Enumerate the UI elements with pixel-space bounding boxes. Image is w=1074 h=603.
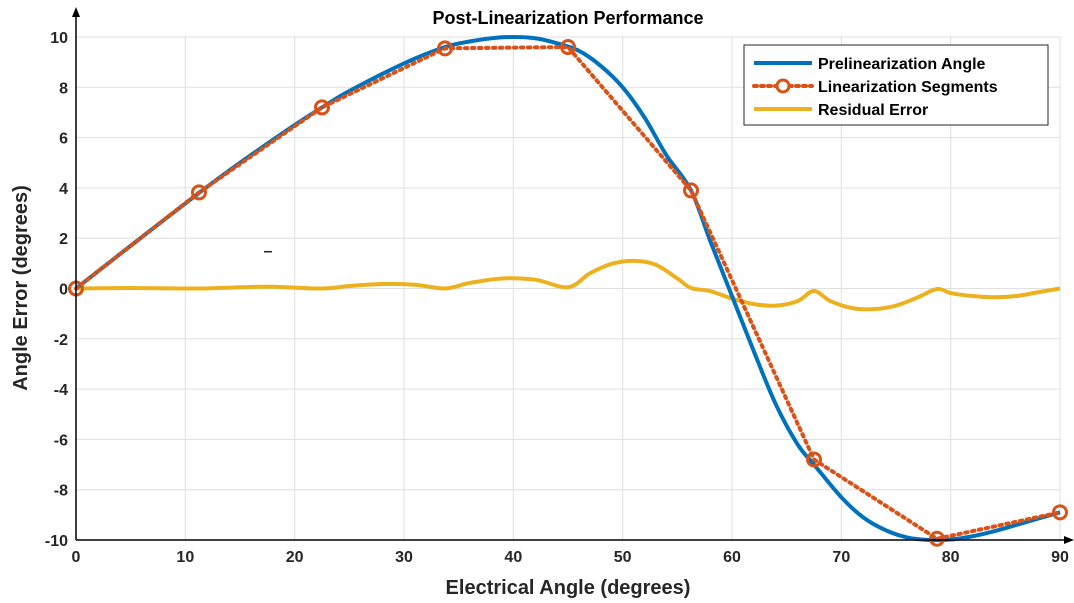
x-tick-label: 50 <box>614 549 632 566</box>
legend-label-prelinearization: Prelinearization Angle <box>818 56 986 73</box>
axes <box>72 7 1074 544</box>
y-tick-label: 0 <box>59 282 68 299</box>
data-point-linearization-segments <box>191 184 207 201</box>
data-point-linearization-segments <box>560 39 576 56</box>
legend-marker-linearization <box>775 78 791 94</box>
legend: Prelinearization Angle Linearization Seg… <box>743 44 1049 126</box>
y-tick-label: 8 <box>59 80 68 97</box>
y-tick-label: -8 <box>54 483 68 500</box>
y-axis-label: Angle Error (degrees) <box>10 185 32 391</box>
y-tick-label: -10 <box>45 533 68 550</box>
data-point-linearization-segments <box>683 182 699 199</box>
y-tick-label: -2 <box>54 332 68 349</box>
y-tick-label: -4 <box>54 382 68 399</box>
data-point-linearization-segments <box>806 451 822 468</box>
y-axis-arrowhead <box>72 7 80 17</box>
y-tick-label: -6 <box>54 432 68 449</box>
x-tick-label: 80 <box>942 549 960 566</box>
chart-title: Post-Linearization Performance <box>432 8 703 28</box>
data-point-linearization-segments <box>1052 504 1068 521</box>
tick-labels: 0 10 20 30 40 50 60 70 80 90 -10 -8 -6 -4 -2 0 2 4 6 8 10 <box>45 30 1069 566</box>
x-axis-label: Electrical Angle (degrees) <box>446 577 691 599</box>
x-tick-label: 90 <box>1051 549 1069 566</box>
legend-label-linearization: Linearization Segments <box>818 79 998 96</box>
legend-label-residual: Residual Error <box>818 102 928 119</box>
x-tick-label: 10 <box>176 549 194 566</box>
data-point-linearization-segments <box>929 530 945 547</box>
y-tick-label: 2 <box>59 231 68 248</box>
y-tick-label: 10 <box>50 30 68 47</box>
data-point-linearization-segments <box>314 99 330 116</box>
series-line-linearization-segments <box>74 45 1062 541</box>
series-line-residual-error <box>75 258 1061 312</box>
x-tick-label: 60 <box>723 549 741 566</box>
x-tick-label: 0 <box>72 549 81 566</box>
x-tick-label: 40 <box>504 549 522 566</box>
x-tick-label: 20 <box>286 549 304 566</box>
legend-box <box>743 44 1049 126</box>
x-tick-label: 70 <box>832 549 850 566</box>
y-tick-label: 6 <box>59 131 68 148</box>
data-point-linearization-segments <box>437 40 453 57</box>
stray-dash-mark: – <box>264 243 273 260</box>
x-axis-arrowhead <box>1064 536 1074 544</box>
y-tick-label: 4 <box>59 181 68 198</box>
x-tick-label: 30 <box>395 549 413 566</box>
